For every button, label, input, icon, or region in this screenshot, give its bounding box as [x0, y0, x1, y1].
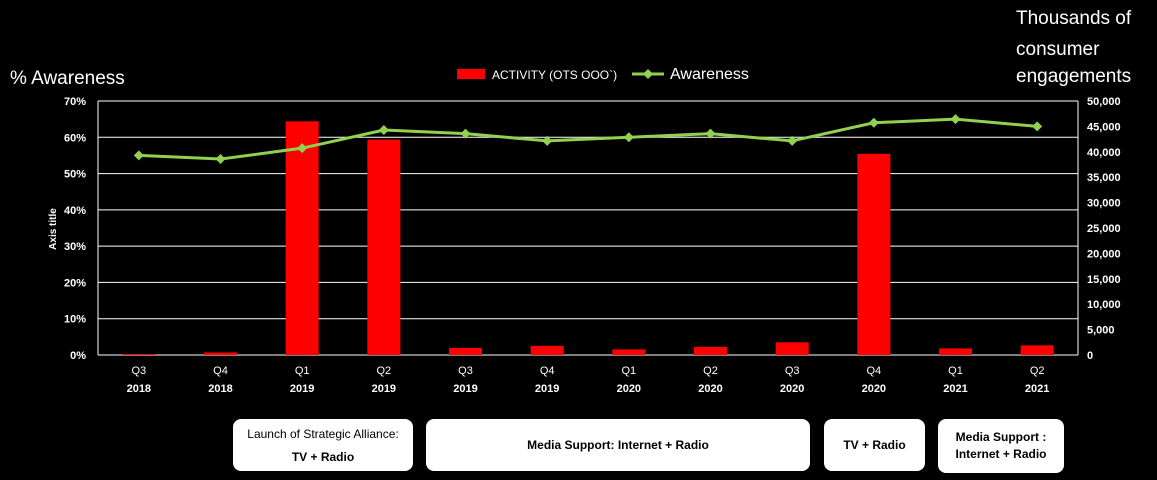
y-left-tick-label: 20%	[64, 277, 86, 289]
x-tick-year: 2018	[208, 383, 232, 395]
awareness-point	[460, 128, 471, 139]
inner-axis-title: Axis title	[48, 208, 59, 250]
y-right-tick-label: 20,000	[1087, 248, 1121, 260]
x-tick-quarter: Q1	[948, 365, 963, 377]
x-tick-quarter: Q2	[376, 365, 391, 377]
activity-bar	[775, 342, 809, 355]
activity-bar	[857, 153, 891, 355]
gridlines	[97, 100, 1079, 356]
awareness-point	[215, 154, 226, 165]
x-tick-year: 2018	[127, 383, 151, 395]
y-right-tick-label: 15,000	[1087, 274, 1121, 286]
activity-bar	[449, 347, 482, 355]
awareness-point	[297, 143, 308, 154]
awareness-line	[138, 117, 1038, 161]
y-left-tick-label: 0%	[70, 350, 86, 362]
legend-swatch-activity	[457, 69, 485, 79]
annotation-line: TV + Radio	[291, 450, 355, 464]
awareness-point	[1032, 121, 1043, 132]
x-tick-year: 2021	[943, 383, 967, 395]
y-right-tick-label: 0	[1087, 350, 1093, 362]
left-axis-title: % Awareness	[10, 68, 125, 89]
x-tick-year: 2019	[453, 383, 477, 395]
right-axis-title-line: engagements	[1016, 66, 1131, 87]
awareness-point	[868, 117, 879, 128]
y-left-tick-label: 10%	[64, 314, 86, 326]
y-left-tick-label: 30%	[64, 241, 86, 253]
y-left-tick-label: 40%	[64, 205, 86, 217]
awareness-point	[705, 128, 716, 139]
awareness-point	[787, 135, 798, 146]
combo-chart: % Awareness Thousands of consumer engage…	[10, 8, 1136, 395]
annotation-line: Internet + Radio	[955, 447, 1047, 461]
annotation-box-media-support: Media Support: Internet + Radio	[426, 419, 810, 471]
x-tick-quarter: Q2	[703, 365, 718, 377]
x-tick-year: 2021	[1025, 383, 1049, 395]
x-tick-year: 2020	[617, 383, 641, 395]
line-series	[133, 114, 1043, 165]
y-right-tick-label: 10,000	[1087, 299, 1121, 311]
x-tick-quarter: Q2	[1030, 365, 1045, 377]
activity-bar	[612, 349, 646, 355]
y-left-tick-label: 70%	[64, 96, 86, 108]
activity-bar	[367, 139, 401, 355]
annotation-box-tv-radio: TV + Radio	[824, 419, 925, 471]
x-tick-quarter: Q3	[458, 365, 473, 377]
annotation-box-media-support-2: Media Support : Internet + Radio	[938, 419, 1064, 473]
right-axis-title: Thousands of consumer engagements	[1016, 8, 1136, 87]
activity-bar	[530, 345, 564, 355]
x-tick-year: 2019	[372, 383, 396, 395]
annotation-box-launch: Launch of Strategic Alliance: TV + Radio	[233, 419, 413, 471]
y-right-tick-label: 40,000	[1087, 147, 1121, 159]
y-right-tick-label: 5,000	[1087, 325, 1115, 337]
x-tick-year: 2020	[698, 383, 722, 395]
activity-bar	[285, 121, 319, 355]
awareness-point	[133, 150, 144, 161]
legend-marker-awareness	[643, 69, 653, 79]
awareness-point	[542, 135, 553, 146]
y-right-tick-label: 30,000	[1087, 198, 1121, 210]
x-tick-quarter: Q4	[540, 365, 555, 377]
legend-label-awareness: Awareness	[670, 66, 749, 83]
x-tick-quarter: Q3	[131, 365, 146, 377]
y-right-tick-label: 25,000	[1087, 223, 1121, 235]
annotation-line: Media Support: Internet + Radio	[527, 438, 709, 452]
activity-bar	[694, 346, 727, 355]
x-tick-quarter: Q3	[785, 365, 800, 377]
y-left-tick-label: 50%	[64, 169, 86, 181]
y-right-tick-label: 35,000	[1087, 172, 1121, 184]
x-tick-quarter: Q4	[213, 365, 228, 377]
axis-ticks: 0% 10% 20% 30% 40% 50% 60% 70% 0 5,000 10,000 15,00…	[64, 96, 1121, 395]
annotation-line: Launch of Strategic Alliance:	[247, 427, 399, 441]
x-tick-year: 2020	[780, 383, 804, 395]
y-left-tick-label: 60%	[64, 132, 86, 144]
x-tick-quarter: Q4	[866, 365, 881, 377]
y-right-tick-label: 50,000	[1087, 96, 1121, 108]
x-tick-year: 2019	[535, 383, 559, 395]
right-axis-title-line: Thousands of	[1016, 8, 1132, 29]
awareness-point	[378, 125, 389, 136]
legend-label-activity: ACTIVITY (OTS OOO`)	[492, 68, 617, 82]
activity-bar	[1020, 345, 1054, 355]
awareness-point	[950, 114, 961, 125]
activity-bar	[204, 352, 237, 355]
x-tick-year: 2019	[290, 383, 314, 395]
right-axis-title-line: consumer	[1016, 39, 1100, 60]
annotation-line: Media Support :	[955, 430, 1047, 444]
annotation-line: TV + Radio	[843, 438, 906, 452]
x-tick-quarter: Q1	[621, 365, 636, 377]
awareness-point	[623, 132, 634, 143]
activity-bar	[939, 348, 972, 355]
y-right-tick-label: 45,000	[1087, 121, 1121, 133]
x-tick-quarter: Q1	[295, 365, 310, 377]
activity-bar	[122, 353, 156, 355]
x-tick-year: 2020	[862, 383, 886, 395]
bar-series	[122, 121, 1054, 355]
legend: ACTIVITY (OTS OOO`) Awareness	[457, 66, 749, 83]
